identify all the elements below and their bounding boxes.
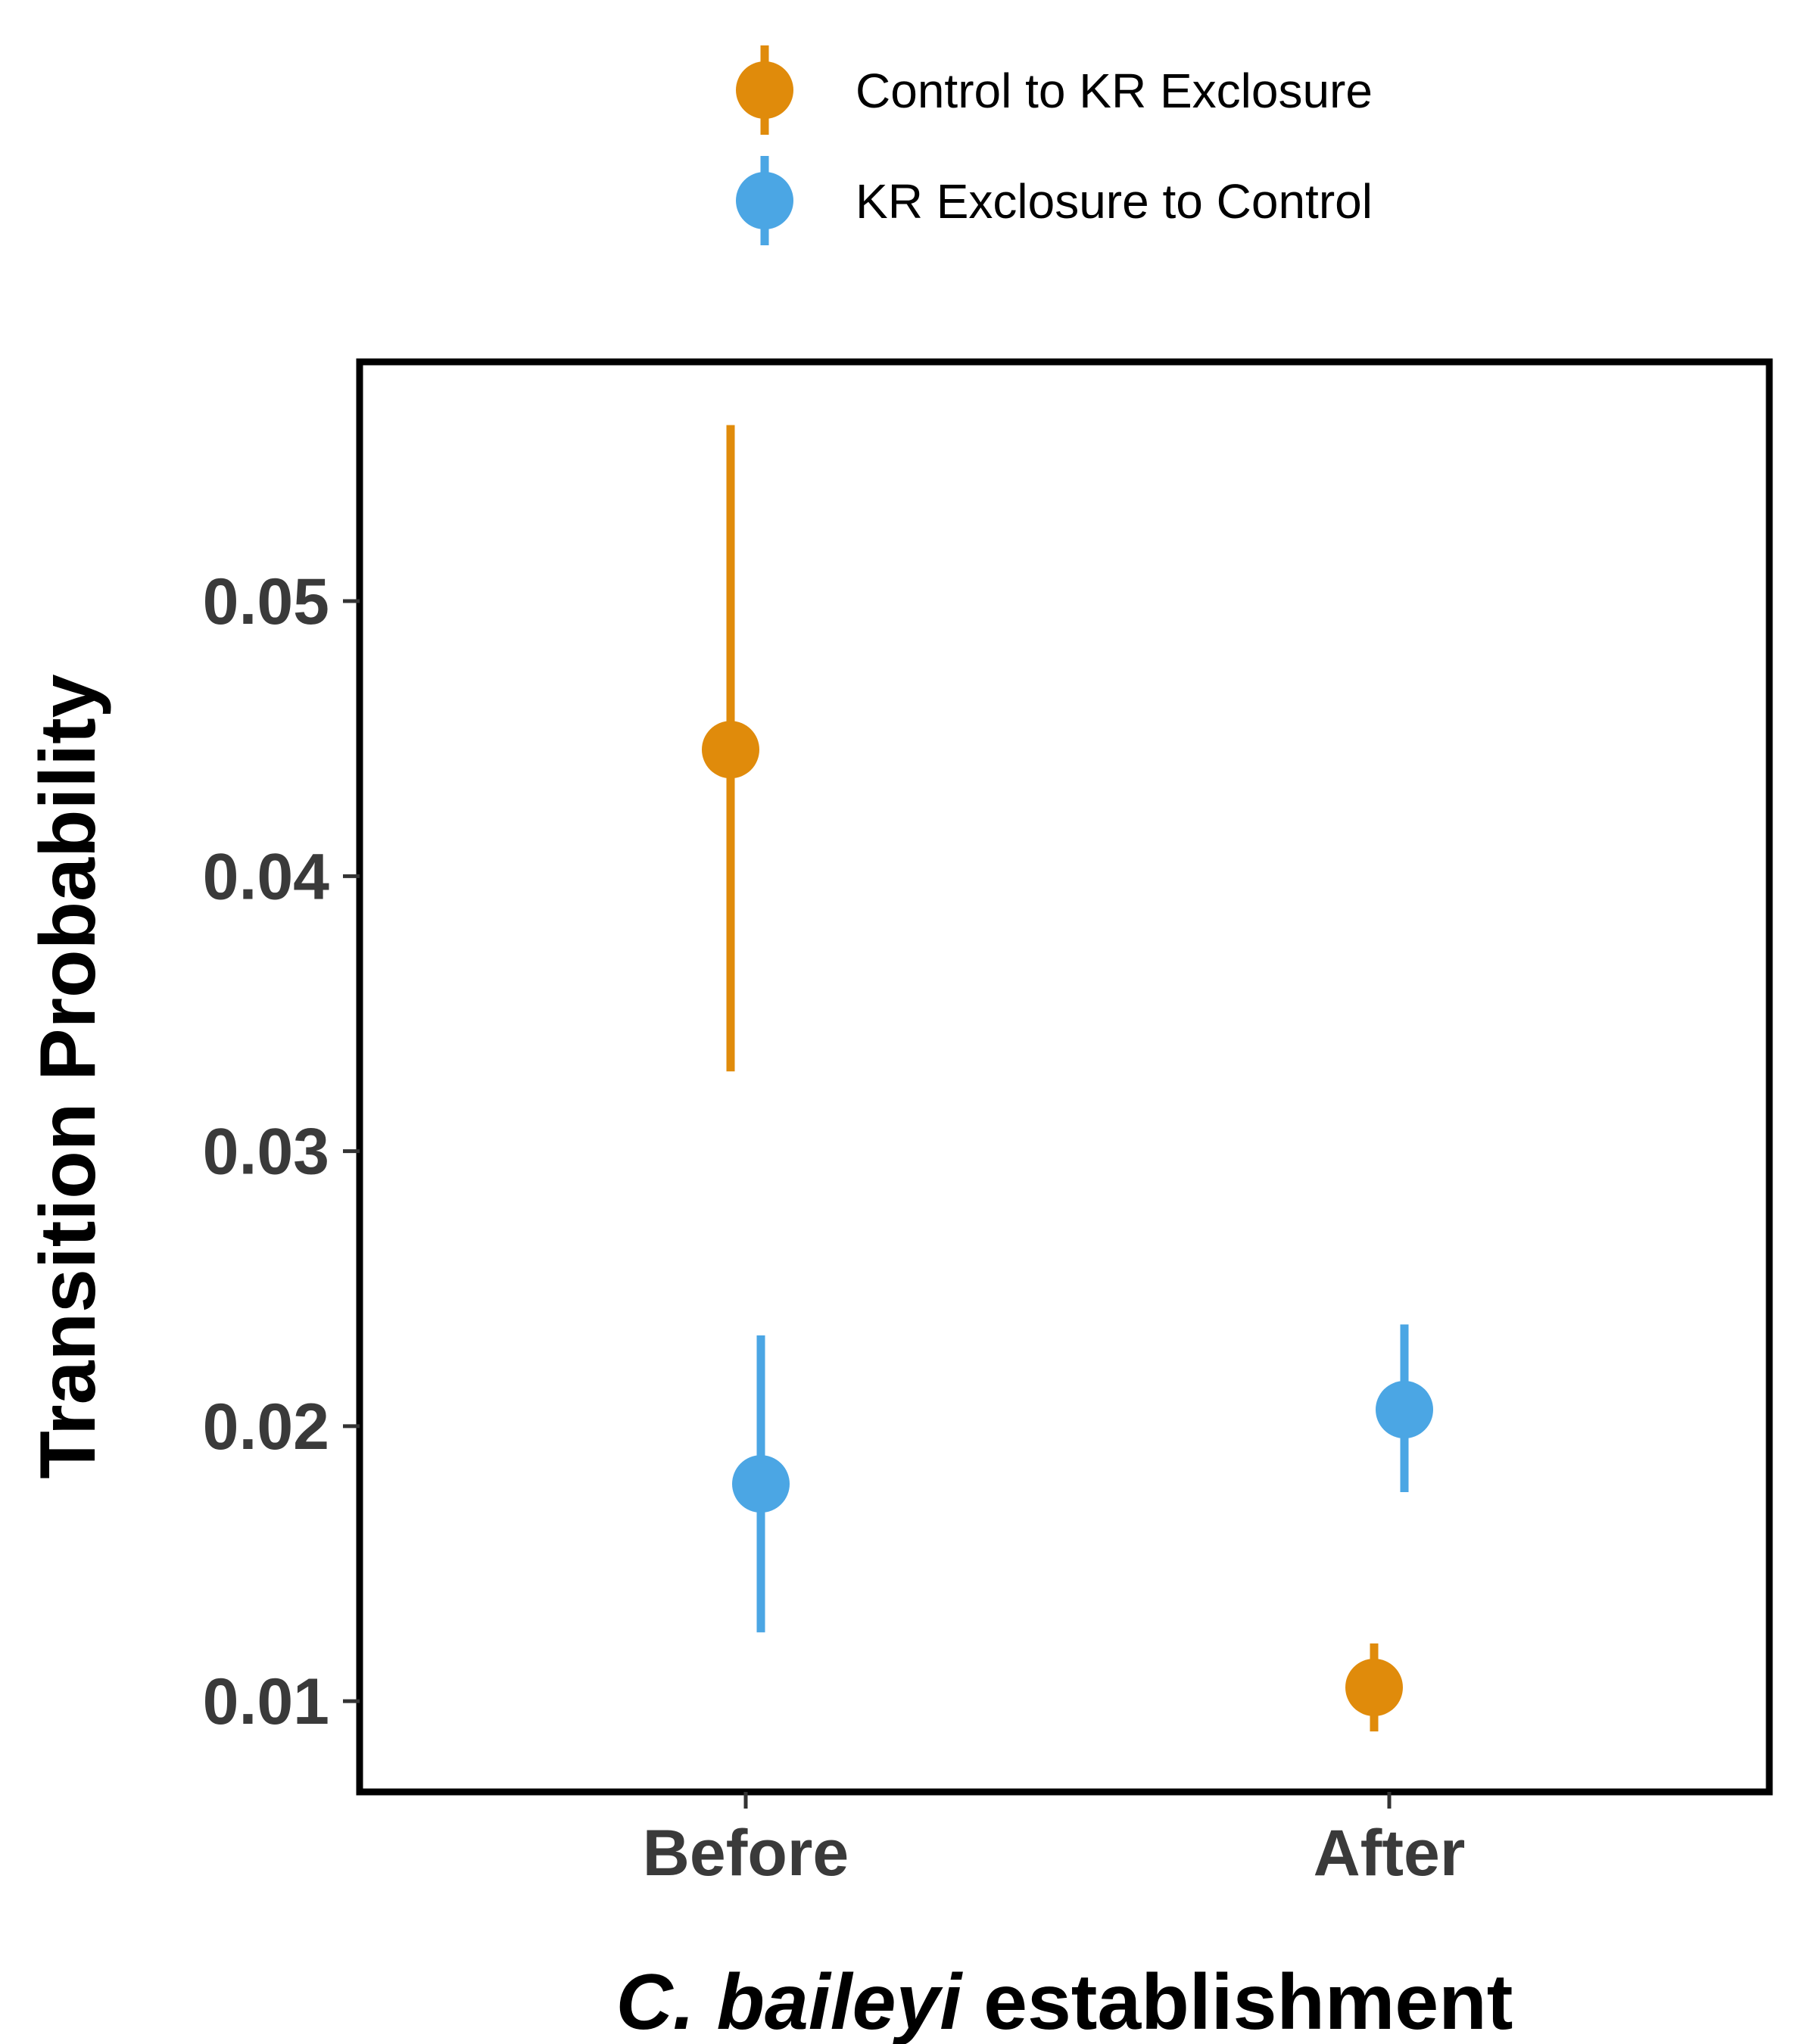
- data-point: [702, 721, 759, 779]
- y-axis: 0.01 0.02 0.03 0.04 0.05: [203, 566, 360, 1738]
- y-tick-label: 0.05: [203, 566, 329, 638]
- x-axis-title-italic: C. baileyi: [616, 1958, 964, 2044]
- data-point: [732, 1455, 790, 1513]
- data-marks: [702, 425, 1433, 1732]
- legend-key-dot: [736, 61, 793, 119]
- y-tick-label: 0.03: [203, 1116, 329, 1189]
- legend-item-control-to-kr: Control to KR Exclosure: [736, 45, 1373, 135]
- x-axis-title-rest: establishment: [961, 1958, 1513, 2044]
- legend-label: Control to KR Exclosure: [856, 64, 1373, 118]
- x-tick-label: After: [1314, 1817, 1466, 1890]
- y-axis-title: Transition Probability: [24, 674, 112, 1478]
- y-tick-label: 0.02: [203, 1391, 329, 1463]
- plot-panel-border: [356, 358, 1773, 1796]
- legend: Control to KR Exclosure KR Exclosure to …: [736, 45, 1373, 245]
- x-axis: Before After: [643, 1792, 1466, 1890]
- x-tick-label: Before: [643, 1817, 849, 1890]
- data-point: [1376, 1381, 1433, 1439]
- y-tick-label: 0.04: [203, 840, 330, 913]
- legend-label: KR Exclosure to Control: [856, 174, 1373, 229]
- data-point: [1345, 1658, 1403, 1716]
- y-tick-label: 0.01: [203, 1665, 329, 1738]
- legend-item-kr-to-control: KR Exclosure to Control: [736, 156, 1373, 245]
- legend-key-dot: [736, 172, 793, 229]
- x-axis-title: C. baileyi establishment: [616, 1958, 1513, 2044]
